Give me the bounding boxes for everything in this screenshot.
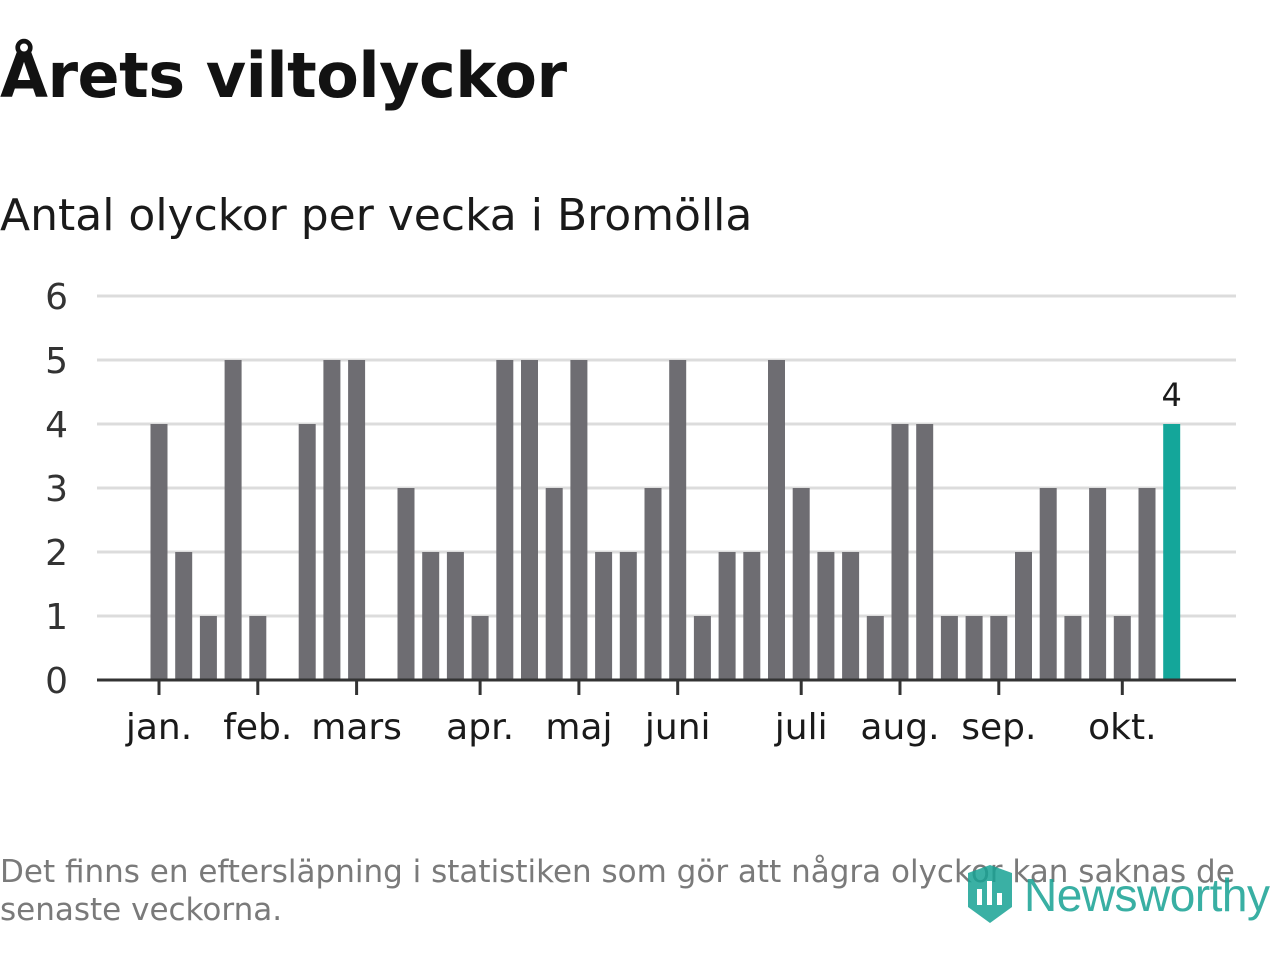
newsworthy-logo-icon xyxy=(968,865,1012,923)
bar xyxy=(521,360,538,680)
bar xyxy=(792,488,810,680)
y-tick-label: 4 xyxy=(45,405,68,446)
x-axis-ticks: jan. feb. mars apr. maj juni juli aug. sep. okt. xyxy=(125,680,1157,748)
y-tick-label: 6 xyxy=(45,277,68,318)
bar xyxy=(323,360,341,680)
bar-highlight xyxy=(1163,424,1181,680)
y-tick-label: 5 xyxy=(45,341,68,382)
newsworthy-logo-text: Newsworthy xyxy=(1024,869,1270,921)
bar xyxy=(348,360,366,680)
x-tick-label: mars xyxy=(311,707,402,748)
bar xyxy=(718,552,736,680)
newsworthy-logo[interactable]: Newsworthy xyxy=(964,860,1270,930)
bar xyxy=(422,552,440,680)
bar xyxy=(768,360,785,680)
bar xyxy=(940,616,958,680)
x-tick-label: okt. xyxy=(1088,707,1156,748)
x-tick-label: feb. xyxy=(223,707,292,748)
bar xyxy=(545,488,563,680)
bar xyxy=(669,360,687,680)
x-tick-label: aug. xyxy=(860,707,939,748)
bar xyxy=(150,424,168,680)
bar xyxy=(1089,488,1107,680)
bar xyxy=(397,488,415,680)
bar xyxy=(1113,616,1131,680)
bar xyxy=(644,488,662,680)
bar xyxy=(619,552,637,680)
x-tick-label: maj xyxy=(545,707,612,748)
bar xyxy=(990,616,1008,680)
bar xyxy=(965,616,983,680)
bar xyxy=(1039,488,1057,680)
bar xyxy=(595,552,613,680)
x-tick-label: juni xyxy=(644,707,711,748)
y-axis-ticks: 0 1 2 3 4 5 6 xyxy=(45,277,68,702)
bars xyxy=(150,360,1181,680)
chart-title: Årets viltolyckor xyxy=(0,39,567,112)
bar xyxy=(175,552,193,680)
bar xyxy=(1064,616,1082,680)
bar xyxy=(298,424,316,680)
x-tick-label: sep. xyxy=(961,707,1036,748)
bar xyxy=(891,424,909,680)
bar xyxy=(570,360,588,680)
bar xyxy=(743,552,761,680)
y-tick-label: 3 xyxy=(45,469,68,510)
chart-subtitle: Antal olyckor per vecka i Bromölla xyxy=(0,190,753,241)
y-tick-label: 1 xyxy=(45,597,68,638)
y-tick-label: 2 xyxy=(45,533,68,574)
x-tick-label: juli xyxy=(774,707,828,748)
bar xyxy=(446,552,464,680)
bar xyxy=(866,616,884,680)
bar xyxy=(496,360,514,680)
bar xyxy=(199,616,217,680)
bar xyxy=(224,360,242,680)
footnote: Det finns en eftersläpning i statistiken… xyxy=(0,854,1235,928)
bar xyxy=(817,552,835,680)
data-label: 4 xyxy=(1162,376,1182,414)
gridlines xyxy=(97,294,1236,618)
data-labels: 4 xyxy=(1162,376,1182,414)
bar xyxy=(916,424,934,680)
bar xyxy=(693,616,711,680)
bar xyxy=(1138,488,1156,680)
bar xyxy=(249,616,267,680)
bar xyxy=(1015,552,1032,680)
x-tick-label: apr. xyxy=(446,707,514,748)
bar xyxy=(842,552,860,680)
x-tick-label: jan. xyxy=(125,707,192,748)
bar xyxy=(471,616,489,680)
y-tick-label: 0 xyxy=(45,661,68,702)
